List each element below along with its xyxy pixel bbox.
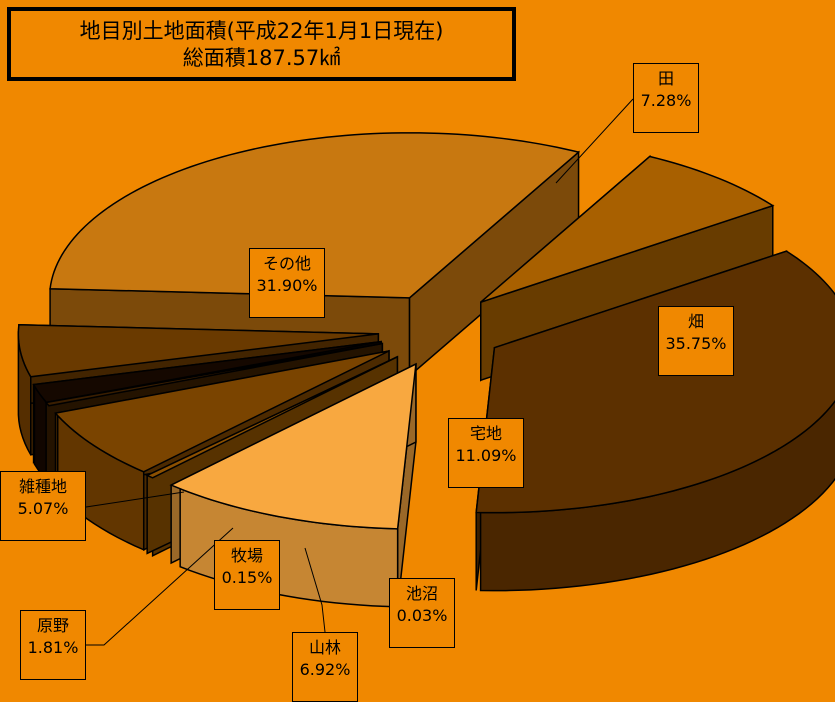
slice-label-value: 0.15% [221,568,273,587]
slice-label-value: 6.92% [299,660,351,679]
slice-label-value: 7.28% [640,91,692,110]
slice-label-chisho: 池沼 0.03% [389,578,455,648]
leader-line-genya [86,527,234,646]
leader-line-ta [555,98,634,184]
slice-label-name: その他 [262,254,311,273]
slice-label-name: 田 [657,69,674,88]
slice-label-value: 1.81% [27,638,79,657]
slice-label-name: 宅地 [469,424,502,443]
slice-label-sonota: その他 31.90% [249,248,325,318]
slice-label-name: 池沼 [405,584,438,603]
chart-subtitle: 総面積187.57㎢ [182,46,341,70]
leader-line-sanrin [304,547,326,633]
slice-label-value: 5.07% [17,499,69,518]
slice-label-name: 畑 [687,312,704,331]
slice-label-hatake: 畑 35.75% [658,306,734,376]
slice-label-value: 11.09% [455,446,517,465]
slice-label-ta: 田 7.28% [633,63,699,133]
pie-slice-hatake [475,250,835,592]
slice-label-bokujo: 牧場 0.15% [214,540,280,610]
slice-label-takuchi: 宅地 11.09% [448,418,524,488]
slice-label-value: 0.03% [396,606,448,625]
slice-label-name: 原野 [36,616,69,635]
slice-label-genya: 原野 1.81% [20,610,86,680]
slice-label-value: 35.75% [665,334,727,353]
slice-label-name: 雑種地 [18,477,67,496]
slice-label-name: 牧場 [230,546,263,565]
slice-label-zasshuchi: 雑種地 5.07% [0,471,86,541]
chart-title: 地目別土地面積(平成22年1月1日現在) [79,19,444,43]
slice-label-value: 31.90% [256,276,318,295]
chart-title-box: 地目別土地面積(平成22年1月1日現在) 総面積187.57㎢ [7,7,516,81]
slice-label-name: 山林 [308,638,341,657]
leader-line-zasshuchi [85,491,185,508]
slice-label-sanrin: 山林 6.92% [292,632,358,702]
